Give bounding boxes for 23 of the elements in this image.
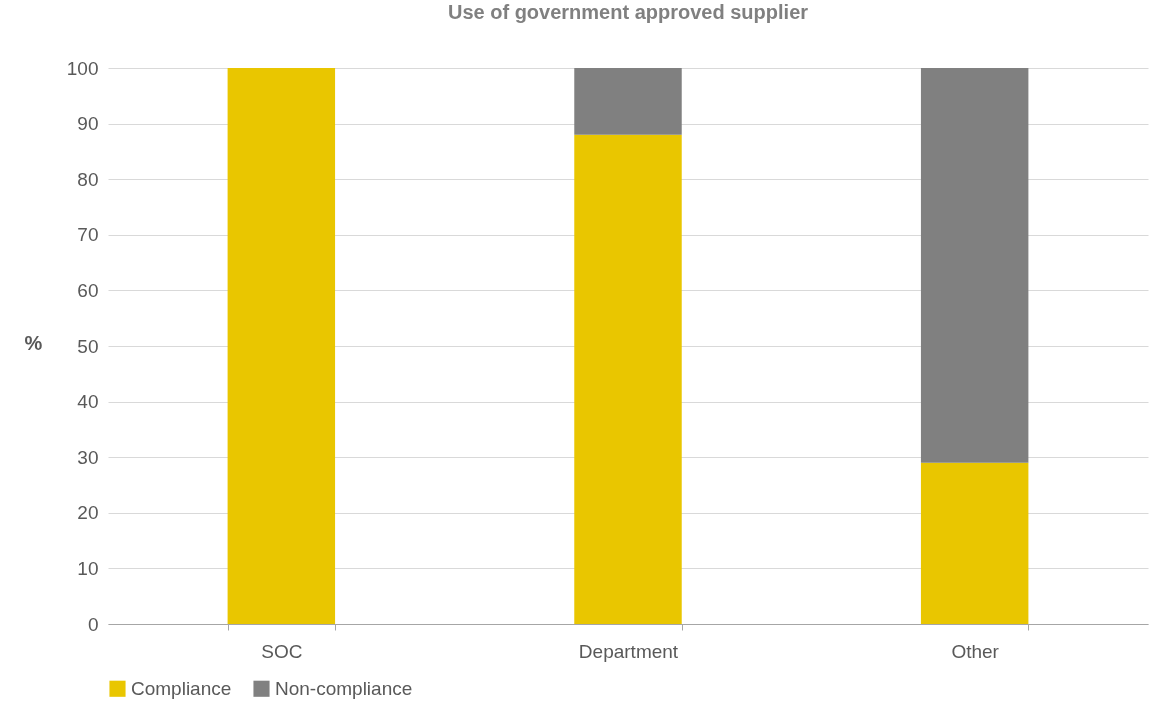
bar	[574, 134, 682, 624]
bar	[227, 68, 336, 624]
bar	[574, 68, 682, 135]
legend-label: Non-compliance	[275, 677, 413, 699]
y-tick-label: 100	[66, 57, 99, 79]
y-tick-label: 40	[77, 391, 99, 413]
bar	[920, 68, 1029, 463]
y-tick-label: 10	[77, 557, 99, 579]
legend-label: Compliance	[131, 677, 232, 699]
y-tick-label: 70	[77, 224, 99, 246]
y-tick-label: 0	[87, 613, 99, 635]
y-tick-label: 50	[77, 335, 99, 357]
chart-title: Use of government approved supplier	[447, 1, 809, 23]
y-tick-label: 90	[77, 113, 99, 135]
bar	[920, 462, 1029, 624]
y-tick-label: 20	[77, 502, 99, 524]
y-axis-title: %	[24, 331, 43, 354]
x-tick-label: SOC	[261, 640, 303, 662]
x-tick-label: Department	[578, 640, 679, 662]
x-tick-label: Other	[951, 640, 1000, 662]
y-tick-label: 30	[77, 446, 99, 468]
y-tick-label: 60	[77, 279, 99, 301]
y-tick-label: 80	[77, 168, 99, 190]
